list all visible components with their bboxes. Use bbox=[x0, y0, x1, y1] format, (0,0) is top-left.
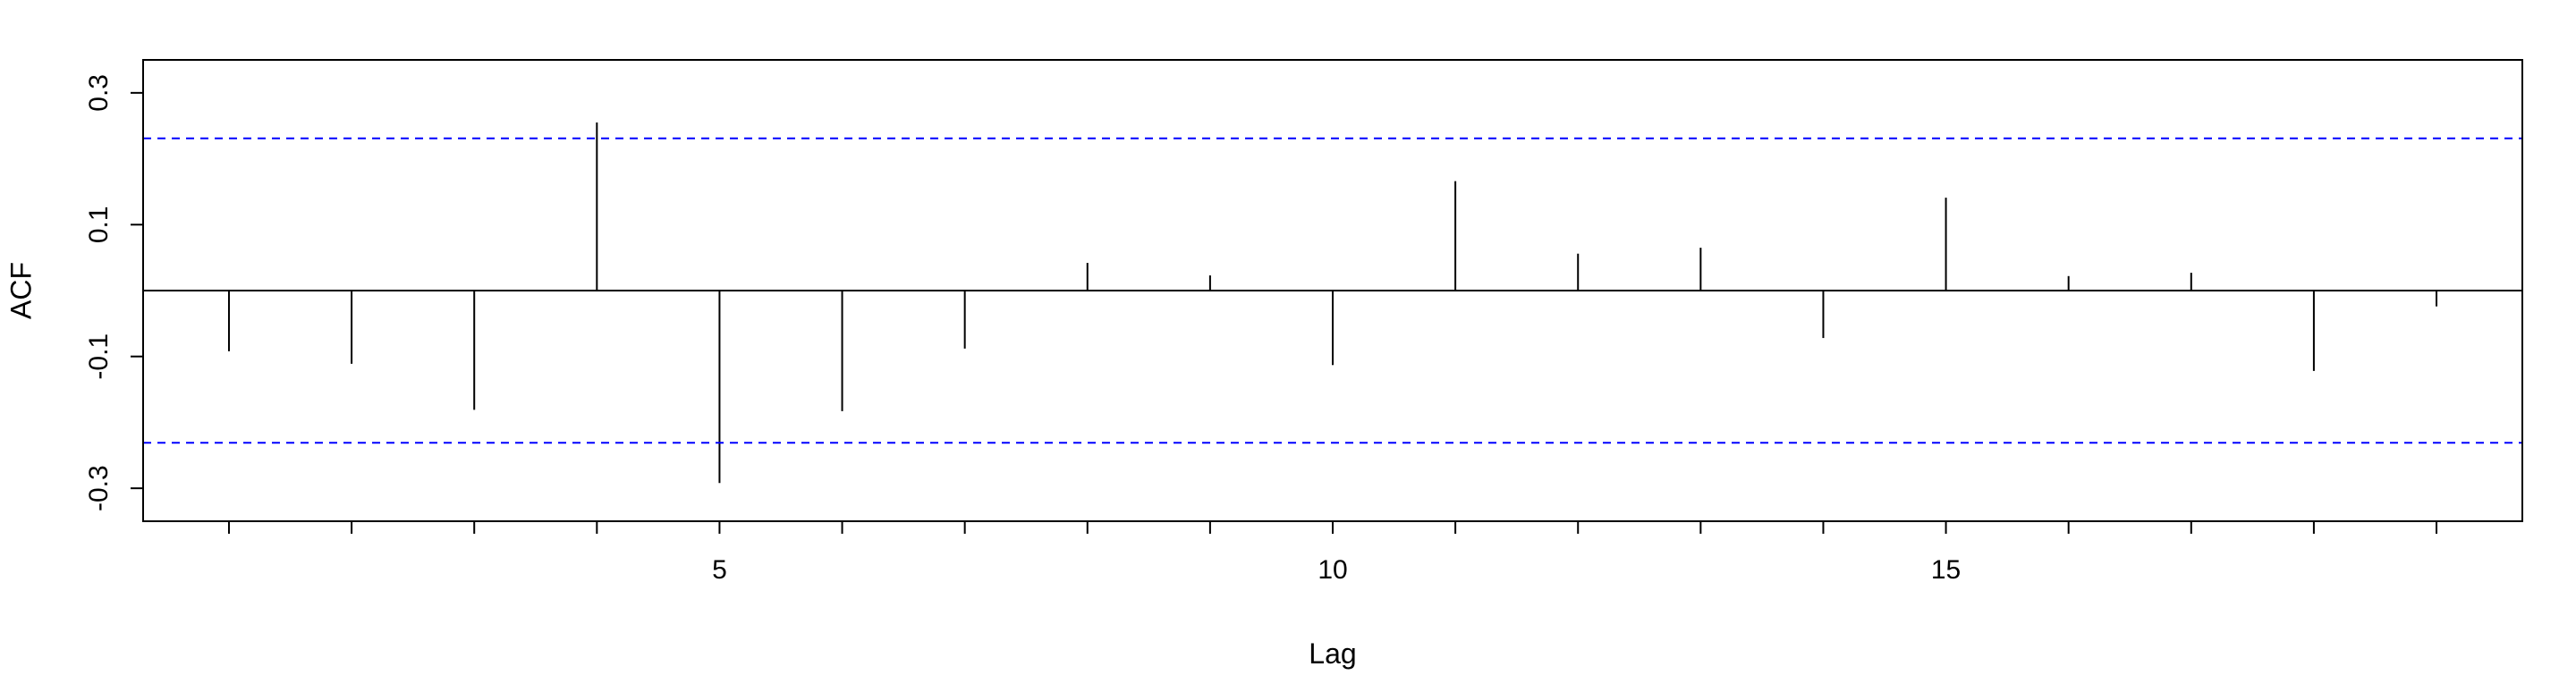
x-tick-label: 15 bbox=[1931, 555, 1961, 585]
y-tick-label: 0.1 bbox=[84, 206, 114, 243]
y-tick-label: -0.3 bbox=[84, 465, 114, 511]
x-axis-label: Lag bbox=[1309, 637, 1356, 670]
acf-spikes bbox=[227, 122, 2438, 484]
y-tick-label: -0.1 bbox=[84, 333, 114, 380]
y-tick-label: 0.3 bbox=[84, 74, 114, 112]
axes: 5 10 15 -0.3 -0.1 0.1 0.3 bbox=[84, 59, 2523, 585]
x-tick-label: 10 bbox=[1318, 555, 1347, 585]
x-tick-label: 5 bbox=[712, 555, 727, 585]
y-axis-label: ACF bbox=[4, 262, 37, 319]
confidence-bounds bbox=[143, 137, 2522, 444]
